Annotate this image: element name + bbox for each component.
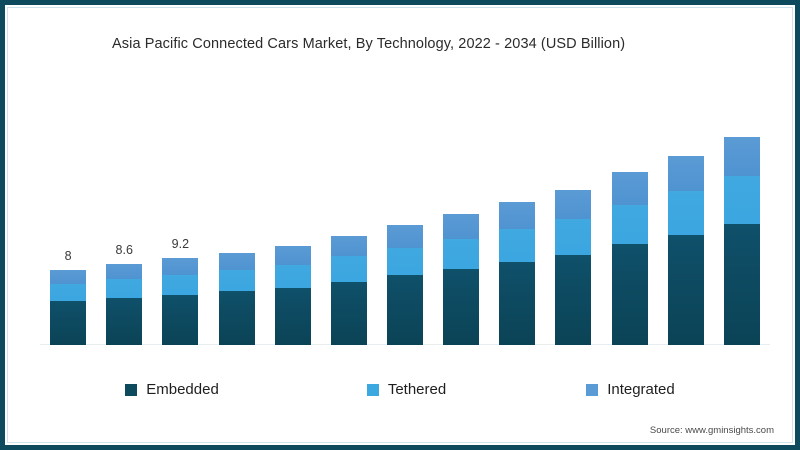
legend-swatch-icon-tethered <box>366 383 379 396</box>
bar-segment-tethered[interactable] <box>218 269 255 292</box>
bar-column[interactable] <box>723 136 760 345</box>
bar-segment-integrated[interactable] <box>50 269 87 284</box>
bar-segment-embedded[interactable] <box>218 291 255 345</box>
bar-segment-tethered[interactable] <box>667 191 704 235</box>
legend-spacer <box>446 381 586 398</box>
bar-column[interactable] <box>443 214 480 345</box>
bar-column[interactable]: 8.6 <box>106 243 143 345</box>
legend-label-embedded: Embedded <box>146 381 219 398</box>
bar-value-label: 8.6 <box>115 242 133 257</box>
bar-segment-tethered[interactable] <box>106 279 143 298</box>
bar-column[interactable]: 9.2 <box>162 237 199 345</box>
bar-column[interactable] <box>667 155 704 345</box>
bar-column[interactable] <box>499 201 536 345</box>
bar-value-label: 9.2 <box>171 237 190 252</box>
bar-segment-tethered[interactable] <box>555 218 592 255</box>
bar-segment-tethered[interactable] <box>387 247 423 276</box>
bar-segment-tethered[interactable] <box>162 275 199 296</box>
bar-segment-integrated[interactable] <box>387 225 423 248</box>
legend-spacer <box>219 381 367 398</box>
bar-segment-tethered[interactable] <box>611 204 648 245</box>
bar-column[interactable] <box>218 252 255 345</box>
plot-area: 820228.620239.22024202520262027202820292… <box>40 100 770 345</box>
bar-segment-embedded[interactable] <box>499 262 536 345</box>
legend-label-integrated: Integrated <box>607 381 675 398</box>
bar-segment-tethered[interactable] <box>723 176 760 225</box>
bar-segment-integrated[interactable] <box>611 171 648 205</box>
legend-swatch-icon-integrated <box>586 383 599 396</box>
legend-swatch-icon-embedded <box>125 383 138 396</box>
bar-column[interactable] <box>387 225 423 345</box>
bar-segment-integrated[interactable] <box>723 136 760 177</box>
bar-segment-tethered[interactable] <box>50 283 87 301</box>
bar-segment-integrated[interactable] <box>162 258 199 276</box>
bar-column[interactable] <box>330 235 367 345</box>
bar-segment-tethered[interactable] <box>499 229 536 263</box>
bar-segment-integrated[interactable] <box>555 189 592 219</box>
bar-segment-embedded[interactable] <box>723 224 760 345</box>
bar-segment-embedded[interactable] <box>274 287 311 345</box>
bar-value-label: 8 <box>64 248 72 263</box>
bar-segment-integrated[interactable] <box>274 246 311 265</box>
bar-segment-embedded[interactable] <box>611 244 648 345</box>
legend-label-tethered: Tethered <box>387 381 447 398</box>
legend-item-embedded[interactable]: Embedded <box>125 381 219 398</box>
page-title: Asia Pacific Connected Cars Market, By T… <box>112 36 626 52</box>
bar-segment-integrated[interactable] <box>443 214 480 239</box>
bar-segment-embedded[interactable] <box>387 275 423 345</box>
bar-segment-integrated[interactable] <box>330 235 367 257</box>
bar-segment-embedded[interactable] <box>667 234 704 345</box>
source-attribution: Source: www.gminsights.com <box>649 425 774 436</box>
bar-segment-tethered[interactable] <box>443 238 480 269</box>
bar-column[interactable] <box>611 171 648 345</box>
bar-segment-tethered[interactable] <box>274 264 311 288</box>
bar-column[interactable] <box>274 246 311 345</box>
bar-column[interactable] <box>555 189 592 345</box>
bar-segment-integrated[interactable] <box>499 201 536 230</box>
bar-segment-tethered[interactable] <box>330 256 367 282</box>
legend-item-tethered[interactable]: Tethered <box>366 381 447 398</box>
chart-legend: Embedded Tethered Integrated <box>0 381 800 398</box>
bar-segment-embedded[interactable] <box>162 295 199 345</box>
bar-segment-embedded[interactable] <box>555 254 592 345</box>
legend-item-integrated[interactable]: Integrated <box>586 381 675 398</box>
bar-segment-integrated[interactable] <box>106 263 143 280</box>
bar-column[interactable]: 8 <box>50 249 87 345</box>
bar-segment-integrated[interactable] <box>218 252 255 270</box>
bar-segment-embedded[interactable] <box>50 300 87 345</box>
bar-segment-embedded[interactable] <box>106 297 143 345</box>
bar-segment-integrated[interactable] <box>667 155 704 192</box>
bar-segment-embedded[interactable] <box>443 268 480 345</box>
bar-segment-embedded[interactable] <box>330 281 367 345</box>
